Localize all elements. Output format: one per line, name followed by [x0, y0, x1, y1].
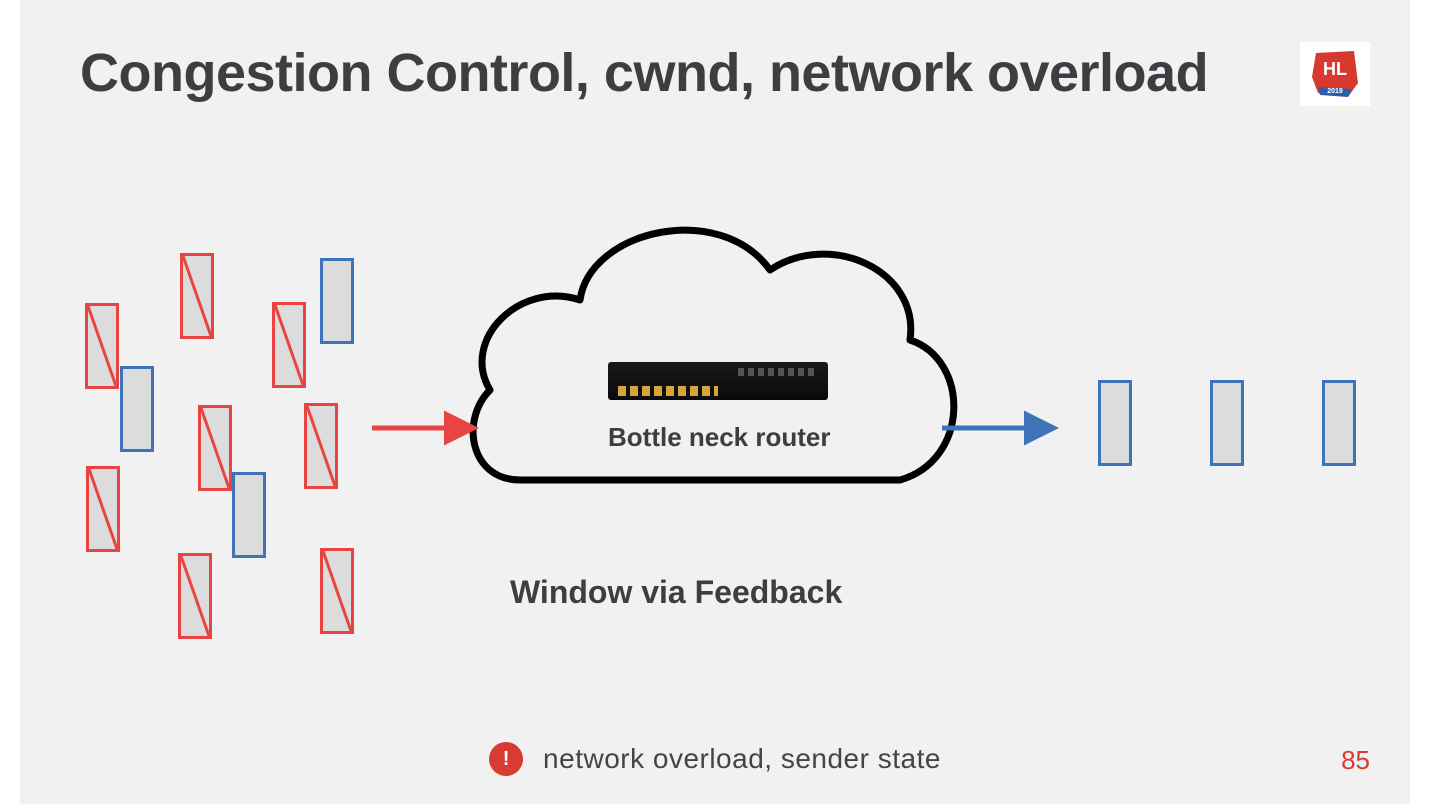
packet-blue	[1098, 380, 1132, 466]
packet-red	[86, 466, 120, 552]
conference-logo: HL 2019	[1300, 42, 1370, 106]
packet-blue	[120, 366, 154, 452]
diagram-svg	[20, 0, 1410, 804]
packet-red	[320, 548, 354, 634]
slide-title: Congestion Control, cwnd, network overlo…	[80, 42, 1208, 104]
packet-red	[178, 553, 212, 639]
logo-svg: HL 2019	[1308, 47, 1362, 101]
footer: ! network overload, sender state	[20, 742, 1410, 776]
svg-text:HL: HL	[1323, 59, 1347, 79]
packet-blue	[1210, 380, 1244, 466]
packet-red	[304, 403, 338, 489]
cloud-label: Bottle neck router	[608, 422, 831, 453]
page-number: 85	[1341, 745, 1370, 776]
packet-blue	[320, 258, 354, 344]
svg-text:2019: 2019	[1327, 88, 1343, 95]
packet-red	[272, 302, 306, 388]
packet-red	[198, 405, 232, 491]
router-icon	[608, 362, 828, 400]
packet-red	[180, 253, 214, 339]
packet-blue	[1322, 380, 1356, 466]
slide-container: Congestion Control, cwnd, network overlo…	[20, 0, 1410, 804]
packet-blue	[232, 472, 266, 558]
packet-red	[85, 303, 119, 389]
subtitle: Window via Feedback	[510, 574, 842, 611]
alert-icon: !	[489, 742, 523, 776]
footer-text: network overload, sender state	[543, 743, 941, 775]
